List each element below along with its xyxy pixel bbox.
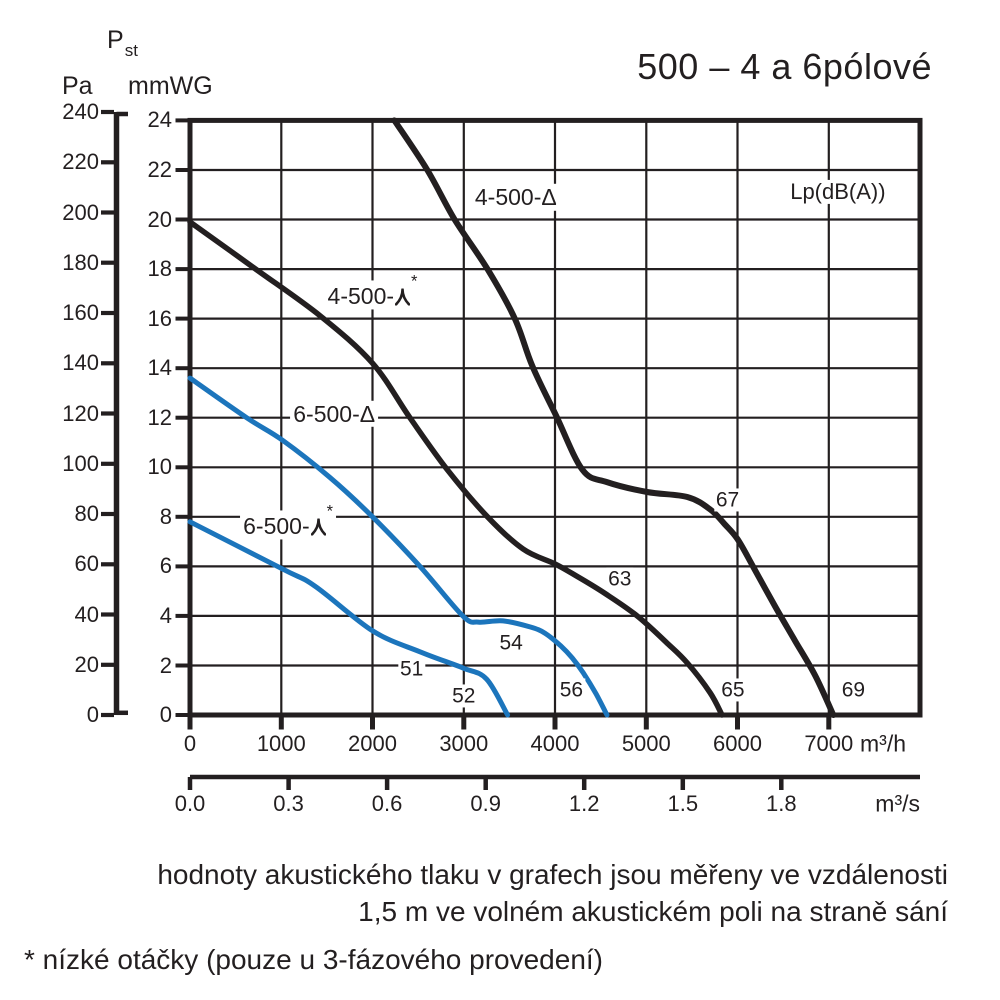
pressure-symbol-sub: st	[124, 41, 138, 60]
measurement-note: hodnoty akustického tlaku v grafech jsou…	[40, 856, 948, 930]
performance-curves-plot	[101, 109, 923, 790]
measurement-note-line2: 1,5 m ve volném akustickém poli na stran…	[358, 896, 948, 927]
chart-title: 500 – 4 a 6pólové	[637, 46, 932, 87]
curve-6-500-	[187, 375, 610, 718]
measurement-note-line1: hodnoty akustického tlaku v grafech jsou…	[157, 859, 948, 890]
curve-4-500-	[187, 219, 725, 718]
mmwg-axis-unit: mmWG	[128, 72, 213, 100]
curve-4-500-	[391, 117, 837, 718]
pa-axis-unit: Pa	[62, 72, 93, 100]
pressure-symbol-main: P	[107, 26, 124, 54]
pressure-static-symbol: Pst	[107, 26, 138, 60]
low-speed-footnote: * nízké otáčky (pouze u 3-fázového prove…	[24, 944, 604, 975]
curve-6-500-	[187, 519, 511, 718]
